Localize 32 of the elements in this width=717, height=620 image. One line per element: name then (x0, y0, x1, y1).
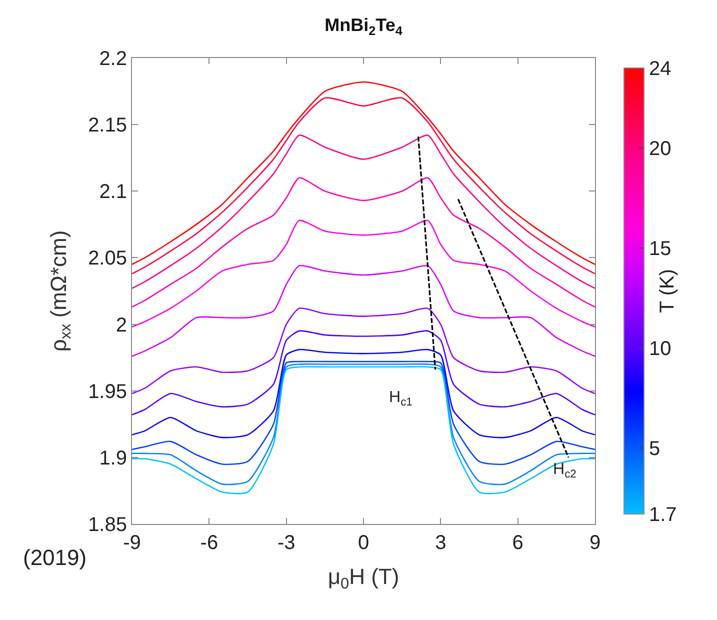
chart-title: MnBi$_{2}$Te$_{4}$ (324, 15, 402, 38)
x-tick-label: 3 (435, 532, 446, 554)
y-tick-label: 1.9 (99, 447, 127, 470)
line-series (132, 348, 595, 438)
line-series (132, 177, 595, 308)
line-series (132, 360, 595, 465)
text: (2019) (23, 545, 87, 570)
y-tick-label: 2 (116, 314, 127, 336)
color-bar-label: 24 (649, 58, 672, 80)
color-bar-label: 5 (649, 438, 660, 460)
y-tick-label: 2.15 (88, 114, 127, 137)
y-tick-label: 2.05 (88, 248, 127, 270)
y-tick-label: 2.2 (99, 48, 127, 70)
y-tick-label: 1.95 (88, 380, 127, 403)
line-series (132, 330, 595, 416)
color-bar-label: 1.7 (649, 504, 677, 526)
line-series (132, 265, 595, 357)
color-bar-label: 15 (649, 238, 672, 260)
y-tick-label: 2.1 (99, 181, 127, 204)
color-bar-label: 20 (649, 138, 672, 160)
x-tick-label: 6 (512, 532, 524, 554)
line-series (132, 134, 595, 289)
x-axis-title: μ$_{0}$H (T) (328, 564, 400, 593)
x-tick-label: -6 (200, 532, 218, 554)
x-tick-label: -3 (277, 532, 296, 554)
color-bar-label: 10 (649, 338, 672, 360)
x-tick-label: 0 (358, 532, 370, 554)
annotation: H$_{c1}$ (389, 389, 412, 408)
x-tick-label: 9 (589, 532, 601, 554)
line-series (132, 220, 595, 328)
annotation: H$_{c2}$ (553, 461, 576, 480)
color-bar-title: T (K) (656, 268, 679, 314)
